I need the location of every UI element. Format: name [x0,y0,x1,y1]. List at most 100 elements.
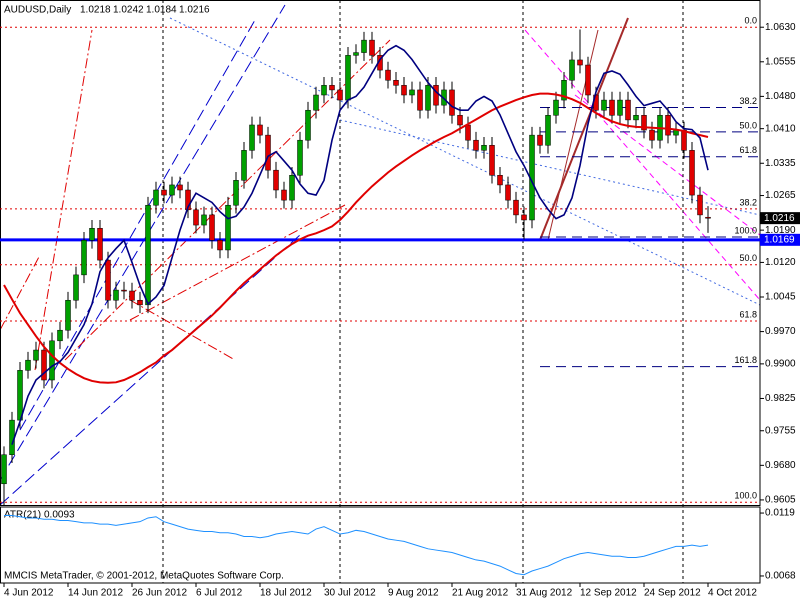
atr-panel-frame [0,506,761,584]
candle-body [545,115,551,146]
fib-label: 38.2 [739,96,757,106]
candle-body [305,109,311,141]
candle-body [537,134,543,146]
x-tick-label: 18 Jul 2012 [260,588,312,599]
candle-body [313,94,319,111]
x-tick-label: 6 Jul 2012 [196,588,243,599]
x-tick-label: 4 Jun 2012 [4,588,54,599]
candle-body [417,89,423,111]
candle-body [297,139,303,176]
candle-body [409,89,415,96]
candle-body [337,89,343,101]
y-tick-label: 0.9680 [765,460,796,471]
x-tick-label: 14 Jun 2012 [68,588,123,599]
fib-label: 100.0 [734,491,757,501]
fib-label: 100.0 [734,225,757,235]
candle-body [177,184,183,191]
fib-label: 161.8 [734,355,757,365]
candle-body [25,359,31,371]
trend-line [339,119,761,216]
last-price-box [760,212,800,225]
candle-body [361,39,367,53]
candle-body [353,52,359,56]
candle-body [369,39,375,56]
support-price-box [760,233,800,246]
candle-body [561,79,567,101]
candle-body [585,64,591,96]
trend-line [0,254,41,331]
indicator-label: ATR(21) [4,510,41,521]
candle-body [129,290,135,301]
candle-body [665,115,671,136]
fib-label: 0.0 [744,16,757,26]
candle-body [169,184,175,196]
y-tick-label: 1.0190 [765,225,796,236]
indicator-tick-label: 0.0119 [765,508,795,519]
y-tick-label: 0.9755 [765,425,796,436]
candle-body [633,115,639,121]
candle-body [289,175,295,201]
candle-body [401,85,407,96]
trend-line [539,17,629,241]
x-tick-label: 31 Aug 2012 [516,588,573,599]
candle-body [697,194,703,216]
x-tick-label: 4 Oct 2012 [708,588,757,599]
candle-body [705,216,711,219]
x-tick-label: 21 Aug 2012 [452,588,509,599]
candle-body [617,99,623,116]
candle-body [81,240,87,276]
candle-body [521,214,527,221]
indicator-tick-label: 0.0068 [765,571,796,582]
x-tick-label: 9 Aug 2012 [388,588,439,599]
candle-body [73,274,79,301]
y-tick-label: 0.9970 [765,326,796,337]
candle-body [97,228,103,261]
candle-body [649,129,655,141]
copyright: MMCIS MetaTrader, © 2001-2012, MetaQuote… [4,571,284,582]
y-tick-label: 1.0555 [765,56,796,67]
candle-body [233,180,239,206]
candle-body [329,85,335,91]
candle-body [393,79,399,86]
y-tick-label: 1.0120 [765,257,796,268]
trend-line [169,17,761,306]
trend-line [64,39,391,361]
trend-line [574,94,761,236]
x-tick-label: 26 Jun 2012 [132,588,187,599]
candle-body [121,289,127,292]
y-tick-label: 1.0630 [765,22,796,33]
candle-body [641,115,647,131]
fib-label: 50.0 [739,120,757,130]
candle-body [609,99,615,116]
candle-body [241,150,247,181]
trend-line [34,29,93,371]
candle-body [1,454,7,485]
candle-body [449,89,455,116]
y-tick-label: 1.0265 [765,190,796,201]
candle-body [577,59,583,66]
candle-body [569,59,575,81]
candle-body [225,204,231,251]
candle-body [193,209,199,226]
indicator-value: 0.0093 [44,510,75,521]
trend-line [129,204,346,321]
candle-body [105,259,111,301]
candle-body [497,175,503,186]
y-tick-label: 0.9605 [765,495,796,506]
fib-label: 61.8 [739,145,757,155]
y-tick-label: 0.9825 [765,393,796,404]
candle-body [433,85,439,106]
candle-body [153,189,159,206]
candle-body [481,145,487,151]
last-price-label: 1.0216 [764,213,795,224]
candle-body [689,150,695,196]
candle-body [17,370,23,421]
candle-body [601,99,607,111]
candle-body [345,55,351,101]
y-tick-label: 1.0045 [765,292,796,303]
main-panel-frame [0,0,761,506]
candle-body [49,340,55,381]
candle-body [265,134,271,171]
header-low: 1.0184 [146,5,177,16]
